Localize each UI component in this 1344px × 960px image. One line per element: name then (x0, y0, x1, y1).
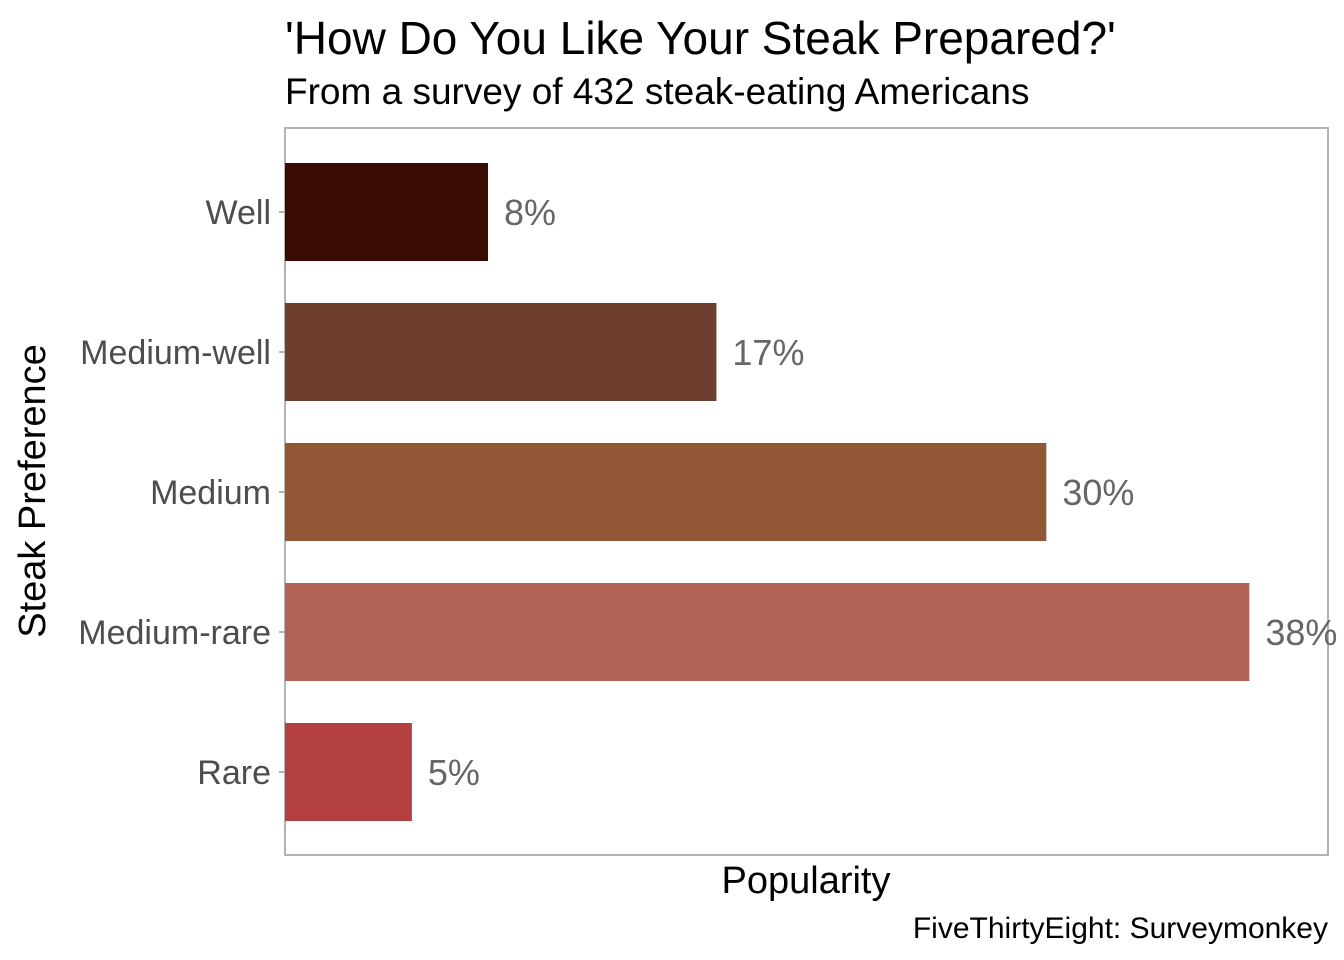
y-tick-label: Well (206, 194, 272, 232)
y-tick-label: Medium-well (80, 334, 271, 372)
chart-caption: FiveThirtyEight: Surveymonkey (913, 912, 1328, 945)
bar-well (285, 163, 489, 261)
data-label: 38% (1265, 612, 1337, 653)
data-label: 8% (504, 192, 556, 233)
y-axis-title: Steak Preference (12, 344, 54, 638)
y-tick-label: Medium-rare (78, 614, 271, 652)
data-label: 30% (1062, 472, 1134, 513)
bar-rare (285, 723, 412, 821)
bars-layer: Well 8% Medium-well 17% Medium 30% Medium-rare… (78, 163, 1337, 821)
bar-medium-rare (285, 583, 1250, 681)
bar-medium-well (285, 303, 717, 401)
chart-title: 'How Do You Like Your Steak Prepared?' (285, 12, 1116, 64)
y-tick-label: Rare (197, 754, 271, 792)
data-label: 17% (732, 332, 804, 373)
data-label: 5% (428, 752, 480, 793)
chart-subtitle: From a survey of 432 steak-eating Americ… (285, 71, 1029, 112)
bar-medium (285, 443, 1047, 541)
y-tick-label: Medium (150, 474, 271, 512)
x-axis-title: Popularity (722, 860, 891, 902)
